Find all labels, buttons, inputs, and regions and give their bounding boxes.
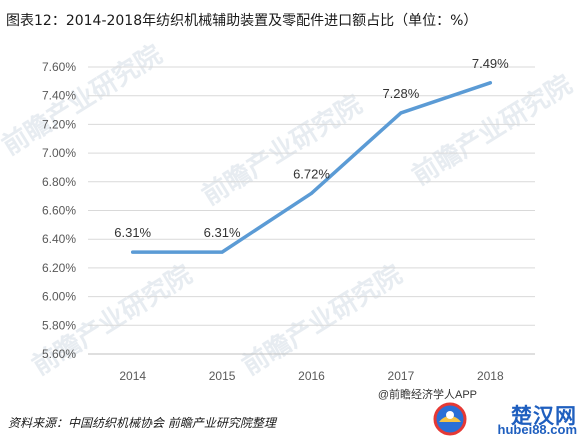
series-layer — [130, 81, 493, 254]
x-axis-tick-labels: 2014 2015 2016 2017 2018 — [119, 369, 504, 383]
x-tick-label: 2015 — [209, 369, 236, 383]
data-point — [131, 250, 135, 254]
data-labels: 6.31% 6.31% 6.72% 7.28% 7.49% — [114, 56, 509, 240]
data-label: 6.31% — [204, 225, 241, 240]
y-tick-label: 6.40% — [42, 232, 76, 246]
data-label: 7.28% — [382, 86, 419, 101]
data-point — [488, 81, 492, 85]
y-tick-label: 5.60% — [42, 347, 76, 361]
y-tick-label: 6.60% — [42, 204, 76, 218]
data-point — [220, 250, 224, 254]
app-watermark: @前瞻经济学人APP — [377, 389, 477, 401]
site-name: 楚汉网 — [511, 404, 577, 428]
y-tick-label: 7.20% — [42, 117, 76, 131]
y-tick-label: 6.80% — [42, 175, 76, 189]
data-label: 6.31% — [114, 225, 151, 240]
source-note: 资料来源：中国纺织机械协会 前瞻产业研究院整理 — [8, 416, 276, 430]
y-tick-label: 7.40% — [42, 89, 76, 103]
data-point — [399, 111, 403, 115]
x-tick-label: 2014 — [119, 369, 146, 383]
y-tick-label: 6.20% — [42, 261, 76, 275]
globe-logo-icon — [433, 402, 467, 436]
data-label: 7.49% — [472, 56, 509, 71]
x-tick-label: 2016 — [298, 369, 325, 383]
y-axis-tick-labels: 7.60% 7.40% 7.20% 7.00% 6.80% 6.60% 6.40% 6.20%… — [42, 60, 76, 361]
x-tick-label: 2017 — [388, 369, 415, 383]
data-label: 6.72% — [293, 166, 330, 181]
gridlines — [88, 66, 535, 326]
y-tick-label: 7.60% — [42, 60, 76, 74]
site-badge: 楚汉网 hubei88.com — [431, 400, 581, 440]
chart-title: 图表12：2014-2018年纺织机械辅助装置及零配件进口额占比（单位：%） — [6, 13, 478, 29]
x-tick-label: 2018 — [477, 369, 504, 383]
data-point — [310, 191, 313, 195]
site-domain: hubei88.com — [497, 422, 577, 437]
y-tick-label: 6.00% — [42, 290, 76, 304]
y-tick-label: 5.80% — [42, 318, 76, 332]
y-tick-label: 7.00% — [42, 146, 76, 160]
